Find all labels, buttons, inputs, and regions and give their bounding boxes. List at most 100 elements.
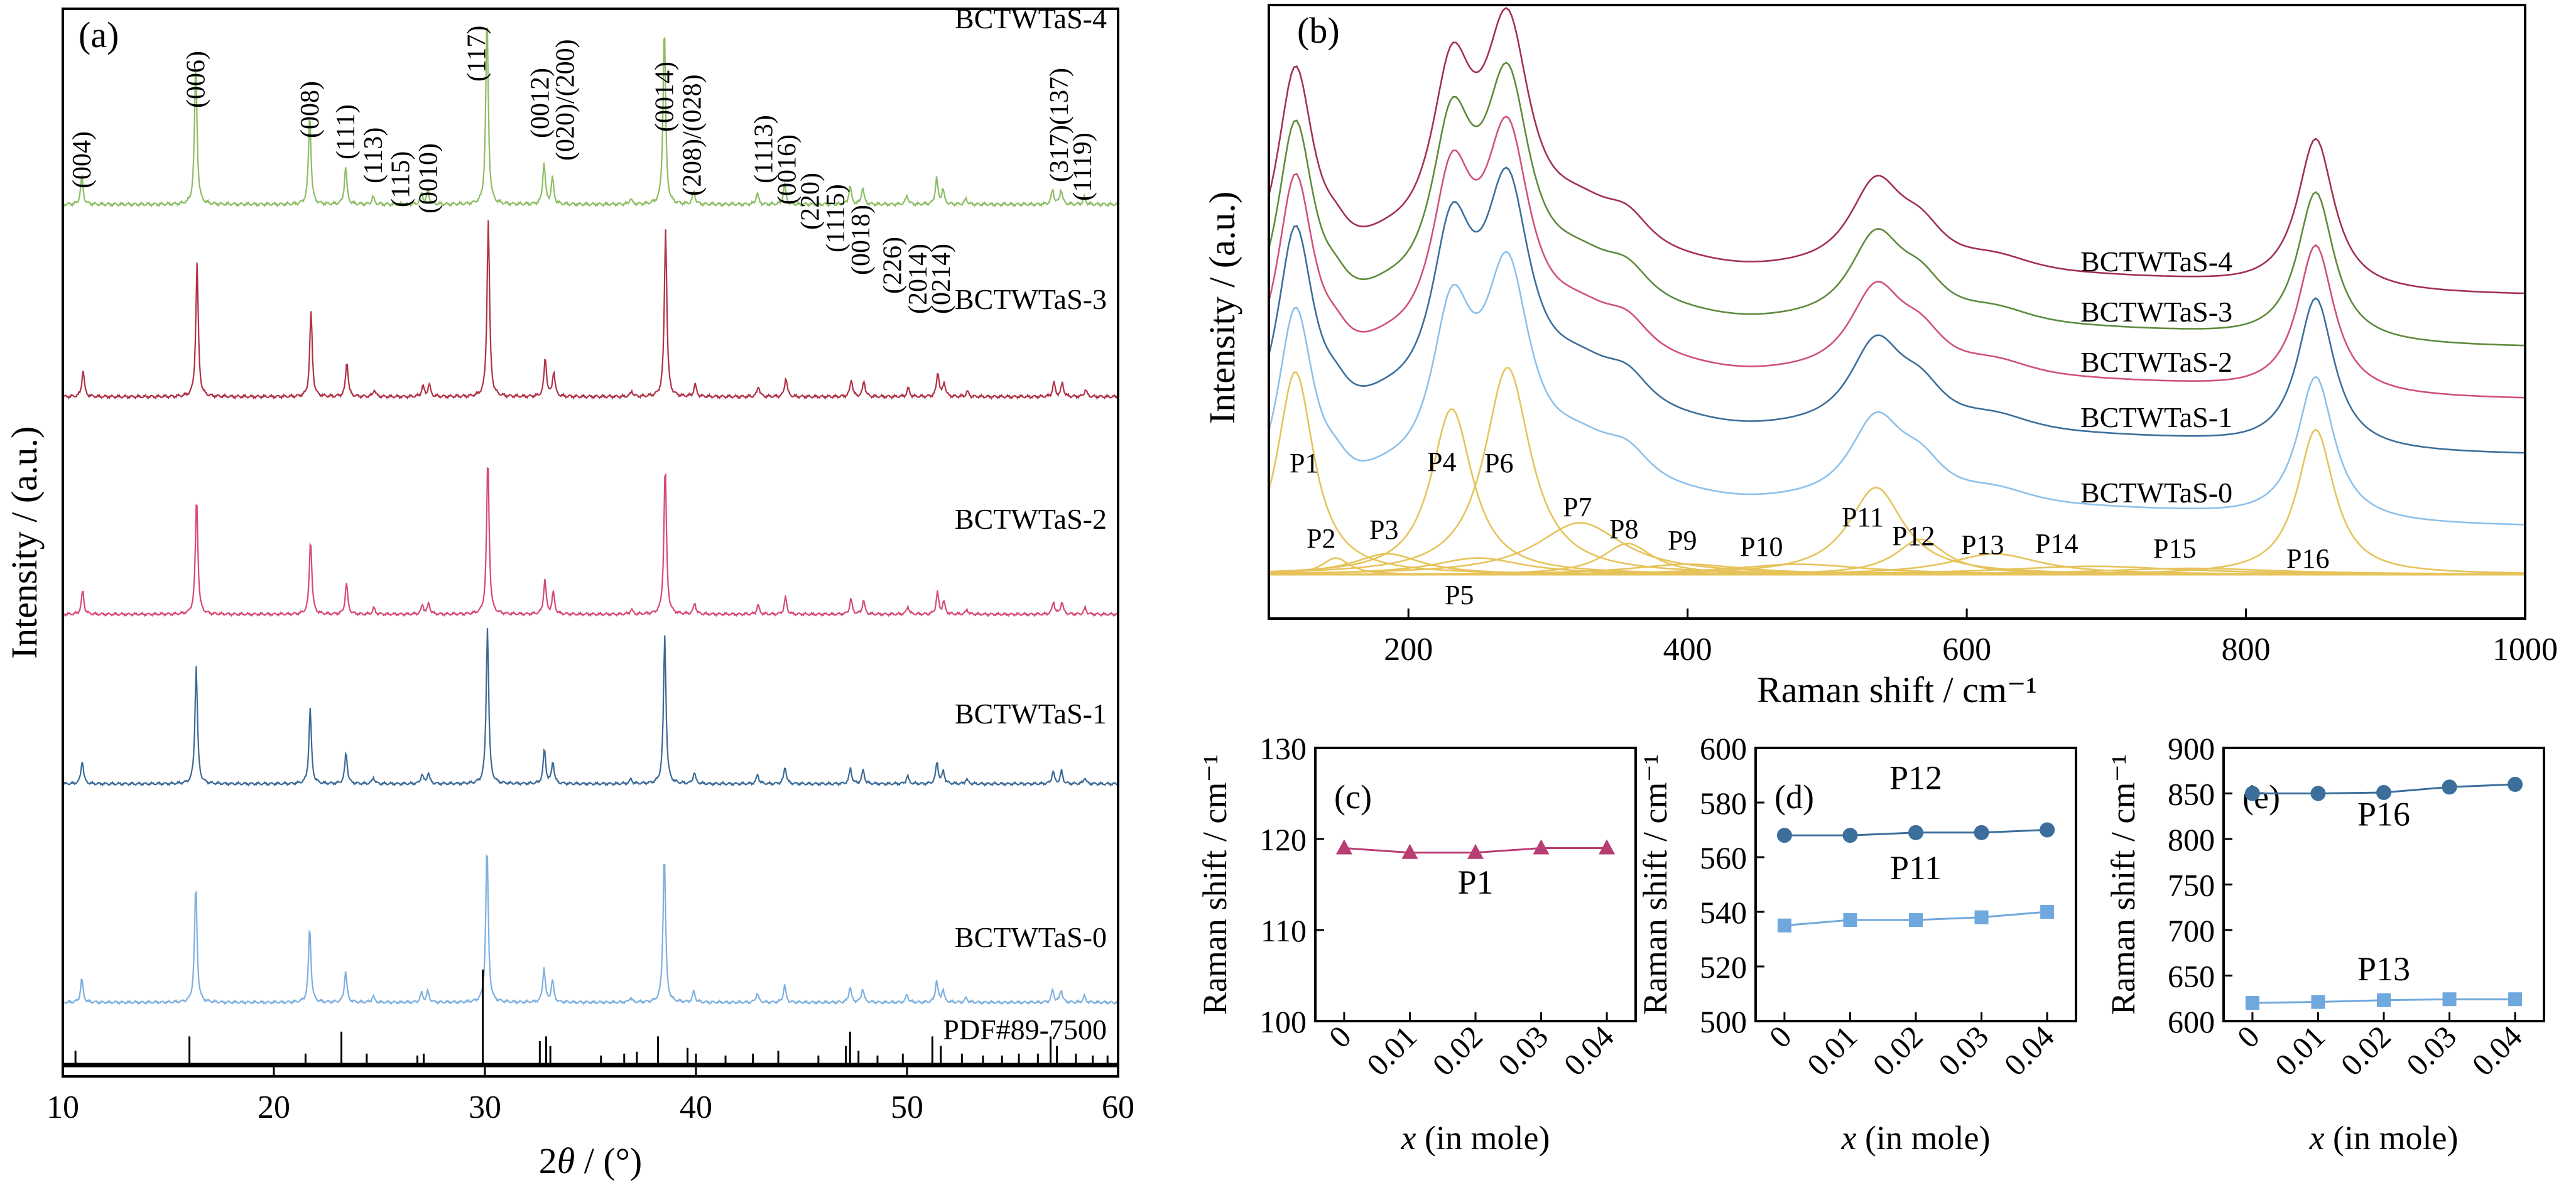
raman-sample-label-4: BCTWTaS-4 [2080, 246, 2232, 278]
scatter-x-tick-label: 0 [2230, 1019, 2266, 1054]
scatter-point-P12 [1776, 828, 1792, 843]
xrd-pattern-0 [62, 853, 1119, 1005]
scatter-point-P13 [2508, 992, 2523, 1007]
raman-spectrum-4 [1268, 7, 2526, 295]
scatter-y-tick-label: 800 [2168, 822, 2215, 857]
raman-spectrum-2 [1268, 115, 2526, 399]
xrd-y-axis-title: Intensity / (a.u.) [4, 426, 45, 659]
xrd-sample-label-3: BCTWTaS-3 [955, 283, 1107, 315]
raman-frame [1268, 4, 2526, 620]
scatter-point-P13 [2442, 992, 2457, 1007]
scatter-point-P11 [1909, 913, 1923, 928]
scatter-point-P1 [1401, 843, 1418, 859]
scatter-y-tick-label: 700 [2168, 913, 2215, 948]
scatter-point-P16 [2376, 785, 2391, 801]
scatter-panel-label: (d) [1774, 778, 1814, 816]
scatter-y-tick-label: 500 [1700, 1004, 1747, 1039]
xrd-pattern-3 [62, 220, 1119, 400]
xrd-peak-annotation: (008) [296, 81, 325, 138]
xrd-peak-annotation: (2014) [904, 244, 933, 314]
xrd-sample-label-0: BCTWTaS-0 [955, 921, 1107, 953]
xrd-pattern-1 [62, 628, 1119, 787]
raman-fit-peak-label: P2 [1307, 523, 1335, 554]
scatter-x-tick-label: 0.01 [1800, 1019, 1864, 1082]
scatter-x-tick-label: 0.03 [1932, 1019, 1995, 1082]
scatter-x-tick-label: 0 [1322, 1019, 1357, 1054]
xrd-plot-area [62, 27, 1119, 1068]
scatter-point-P1 [1335, 839, 1352, 855]
scatter-point-P12 [1842, 828, 1858, 843]
scatter-point-P13 [2377, 993, 2391, 1007]
scatter-x-tick-label: 0.04 [1557, 1019, 1620, 1082]
xrd-peak-annotation: (004) [68, 131, 97, 188]
scatter-y-tick-label: 540 [1700, 895, 1747, 930]
raman-fit-peak-label: P12 [1892, 521, 1935, 551]
xrd-peak-annotation: (117) [463, 26, 492, 82]
scatter-y-tick-label: 650 [2168, 959, 2215, 994]
xrd-peak-annotation: (020)/(200) [552, 39, 580, 161]
raman-fit-peak-label: P16 [2286, 543, 2329, 574]
scatter-series-label: P11 [1890, 849, 1942, 887]
xrd-peak-annotation: (006) [182, 51, 211, 108]
scatter-point-P13 [2245, 996, 2259, 1010]
scatter-x-tick-label: 0.01 [2268, 1019, 2332, 1082]
scatter-point-P1 [1467, 843, 1484, 859]
xrd-x-tick-label: 30 [469, 1090, 501, 1125]
scatter-x-axis-title: x (in mole) [1401, 1119, 1550, 1157]
raman-fit-peak-label: P3 [1369, 514, 1398, 545]
raman-fit-peak-label: P8 [1609, 514, 1638, 544]
raman-spectrum-3 [1268, 62, 2526, 347]
scatter-point-P11 [1777, 918, 1791, 933]
scatter-y-tick-label: 600 [2168, 1004, 2215, 1039]
raman-fit-peak-label: P7 [1563, 492, 1592, 522]
xrd-x-tick-label: 50 [891, 1090, 923, 1125]
xrd-x-tick-label: 60 [1102, 1090, 1134, 1125]
scatter-x-tick-label: 0 [1762, 1019, 1798, 1054]
xrd-x-tick-label: 40 [680, 1090, 712, 1125]
scatter-panel-label: (c) [1334, 778, 1372, 816]
scatter-y-tick-label: 100 [1259, 1004, 1307, 1039]
scatter-series-label: P13 [2357, 950, 2410, 988]
raman-x-tick-label: 600 [1942, 632, 1991, 668]
raman-sample-label-2: BCTWTaS-2 [2080, 346, 2232, 378]
raman-fit-peak-label: P9 [1668, 525, 1697, 556]
raman-spectrum-0 [1268, 251, 2526, 526]
xrd-peak-annotation: (317)(137) [1045, 68, 1074, 182]
xrd-peak-annotation: (1115) [822, 184, 851, 252]
scatter-x-axis-title: x (in mole) [2309, 1119, 2459, 1157]
raman-spectrum-1 [1268, 166, 2526, 454]
scatter-x-tick-label: 0.04 [1997, 1019, 2060, 1082]
scatter-x-tick-label: 0.02 [2334, 1019, 2397, 1082]
xrd-frame [62, 8, 1119, 1078]
xrd-peak-annotations: (004) (006) (008) (111)(113)(115)(0010) (117… [68, 26, 1097, 314]
scatter-y-tick-label: 560 [1700, 840, 1747, 875]
scatter-point-P16 [2310, 786, 2326, 801]
xrd-x-tick-label: 10 [46, 1090, 79, 1125]
xrd-peak-annotation: (0010) [414, 143, 443, 214]
raman-x-tick-label: 800 [2222, 632, 2271, 668]
scatter-point-P1 [1533, 839, 1550, 855]
xrd-peak-annotation: (111) [332, 104, 361, 160]
scatter-y-axis-title: Raman shift / cm⁻¹ [2104, 754, 2142, 1015]
scatter-series-label: P1 [1457, 863, 1493, 901]
xrd-peak-annotation: (220) [796, 173, 825, 230]
xrd-pattern-4 [62, 27, 1119, 208]
xrd-peak-annotation: (0012) [526, 68, 555, 138]
xrd-pattern-2 [62, 467, 1119, 617]
scatter-y-tick-label: 600 [1700, 731, 1747, 766]
scatter-y-tick-label: 900 [2168, 731, 2215, 766]
xrd-peak-annotation: (0214) [927, 244, 956, 314]
raman-fit-peak-label: P13 [1961, 529, 2004, 560]
scatter-y-tick-label: 580 [1700, 786, 1747, 821]
xrd-x-ticks: 10 20 30 40 50 60 [46, 1066, 1134, 1125]
raman-x-axis-title: Raman shift / cm⁻¹ [1757, 669, 2037, 710]
panel-d: (d) 500 520 540 560 580 600 0 0.01 0.02 0.03 0.04x … [1636, 731, 2077, 1157]
scatter-point-P12 [2040, 822, 2055, 838]
raman-fit-peak-label: P15 [2153, 533, 2196, 564]
raman-fit-peak-label: P14 [2035, 528, 2078, 559]
xrd-x-tick-label: 20 [258, 1090, 290, 1125]
raman-plot-area [1268, 7, 2526, 576]
scatter-y-tick-label: 520 [1700, 950, 1747, 985]
xrd-peak-annotation: (0016) [773, 134, 802, 205]
raman-x-ticks: 200 400 600 800 1000 [1384, 609, 2558, 668]
